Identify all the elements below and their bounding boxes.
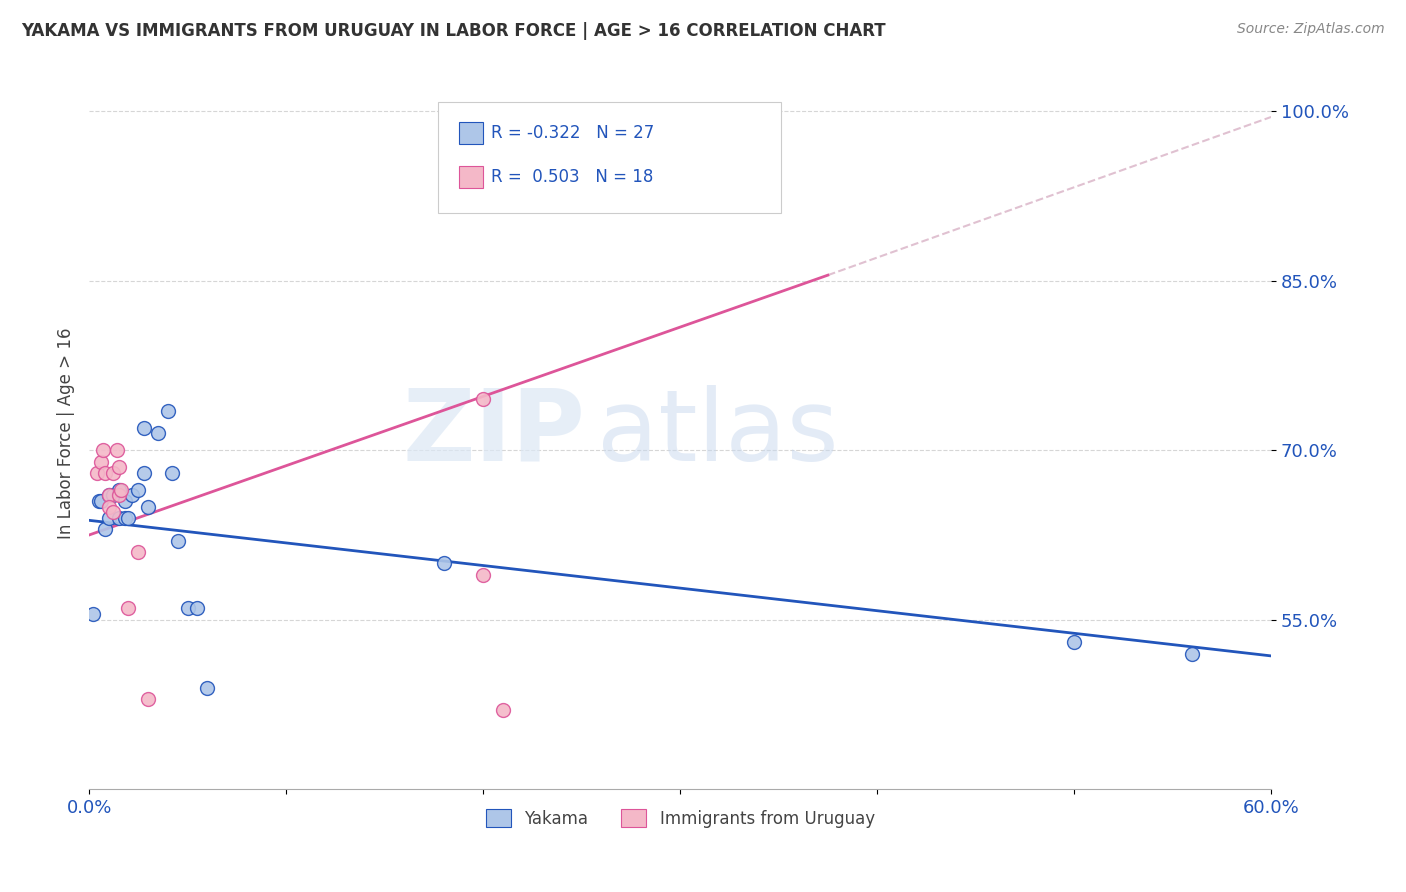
Point	[97, 488, 120, 502]
Point	[114, 494, 136, 508]
Point	[91, 443, 114, 458]
Point	[114, 511, 136, 525]
Point	[105, 443, 128, 458]
Point	[121, 488, 143, 502]
Point	[166, 533, 188, 548]
Point	[127, 545, 149, 559]
Text: R = -0.322   N = 27: R = -0.322 N = 27	[491, 124, 654, 142]
Point	[472, 392, 495, 407]
Point	[146, 426, 169, 441]
Point	[176, 601, 198, 615]
Point	[107, 460, 129, 475]
Point	[134, 420, 156, 434]
Point	[82, 607, 104, 621]
Point	[195, 681, 218, 695]
Text: YAKAMA VS IMMIGRANTS FROM URUGUAY IN LABOR FORCE | AGE > 16 CORRELATION CHART: YAKAMA VS IMMIGRANTS FROM URUGUAY IN LAB…	[21, 22, 886, 40]
Point	[90, 494, 112, 508]
Text: Source: ZipAtlas.com: Source: ZipAtlas.com	[1237, 22, 1385, 37]
Point	[97, 500, 120, 514]
Point	[94, 522, 117, 536]
Text: R =  0.503   N = 18: R = 0.503 N = 18	[491, 168, 654, 186]
Point	[127, 483, 149, 497]
Y-axis label: In Labor Force | Age > 16: In Labor Force | Age > 16	[58, 327, 75, 539]
FancyBboxPatch shape	[458, 122, 482, 144]
Point	[97, 488, 120, 502]
Point	[107, 483, 129, 497]
Point	[110, 483, 132, 497]
Point	[1063, 635, 1085, 649]
Point	[492, 703, 515, 717]
Point	[101, 488, 124, 502]
Point	[186, 601, 208, 615]
Point	[117, 511, 139, 525]
Point	[1181, 647, 1204, 661]
Point	[97, 511, 120, 525]
Point	[136, 500, 159, 514]
Text: ZIP: ZIP	[402, 384, 585, 482]
Point	[87, 494, 110, 508]
Legend: Yakama, Immigrants from Uruguay: Yakama, Immigrants from Uruguay	[479, 803, 882, 834]
Point	[107, 488, 129, 502]
Point	[94, 466, 117, 480]
Point	[134, 466, 156, 480]
Point	[433, 556, 456, 570]
Point	[107, 511, 129, 525]
Point	[90, 454, 112, 468]
Point	[117, 601, 139, 615]
Point	[160, 466, 183, 480]
Point	[136, 691, 159, 706]
Text: atlas: atlas	[598, 384, 839, 482]
Point	[101, 466, 124, 480]
Point	[101, 505, 124, 519]
Point	[156, 403, 179, 417]
FancyBboxPatch shape	[458, 167, 482, 187]
FancyBboxPatch shape	[437, 103, 780, 212]
Point	[472, 567, 495, 582]
Point	[86, 466, 108, 480]
